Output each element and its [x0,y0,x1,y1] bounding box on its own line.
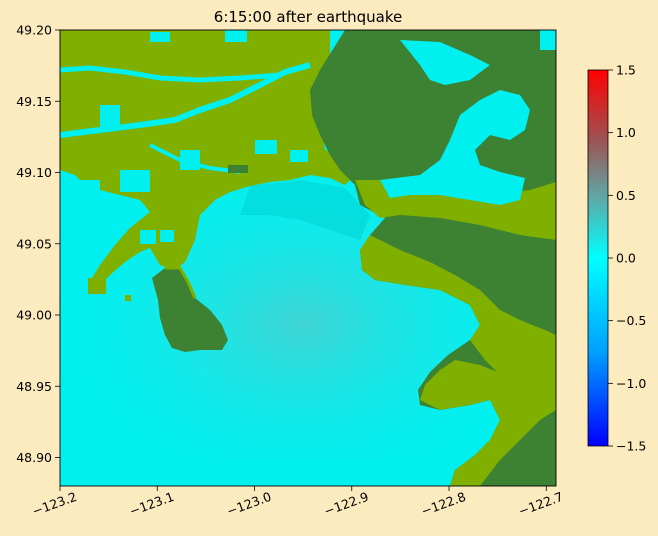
water-patch [160,230,174,242]
x-tick-label: −123.0 [225,489,274,519]
colorbar-tick-label: 1.5 [616,63,636,78]
plot-frame [59,29,557,487]
mudflat-fringe [420,360,556,486]
x-tick-label: −122.7 [516,489,565,519]
island [125,295,131,301]
water-patch [255,140,277,154]
water-patch [180,150,200,170]
y-tick-label: 49.20 [16,23,52,38]
water-patch [75,180,100,198]
bay-inlet [400,40,490,85]
nearshore-shading [240,180,370,240]
map-image [60,30,556,486]
y-tick-label: 48.95 [16,379,52,394]
y-axis: 48.90 48.95 49.00 49.05 49.10 49.15 49.20 [16,23,60,465]
water-patch [290,150,308,162]
colorbar-tick-label: −1.5 [616,439,646,454]
x-tick-label: −122.8 [419,489,468,519]
chart-title: 6:15:00 after earthquake [214,8,402,26]
northwest-lowland [60,30,355,290]
x-axis: −123.2 −123.1 −123.0 −122.9 −122.8 −122.7 [30,486,565,519]
colorbar-gradient [588,70,608,446]
colorbar-tick-label: 0.5 [616,188,636,203]
y-tick-label: 49.15 [16,94,52,109]
x-tick-label: −123.2 [30,489,79,519]
bay-inlet [380,90,530,205]
water-patch [140,230,156,244]
colorbar-tick-label: −1.0 [616,376,646,391]
x-tick-label: −123.1 [127,489,176,519]
colorbar-tick-label: −0.5 [616,313,646,328]
point-roberts-edge [165,266,197,299]
mudflat-fringe [360,235,556,400]
y-tick-label: 49.00 [16,308,52,323]
island [88,278,106,294]
y-tick-label: 49.10 [16,165,52,180]
river-channel [60,65,281,83]
water-patch [225,30,247,42]
water-patch [540,30,556,50]
point-roberts [152,268,228,352]
x-tick-label: −122.9 [322,489,371,519]
colorbar-ticks: 1.5 1.0 0.5 0.0 −0.5 −1.0 −1.5 [608,63,646,454]
water-patch [120,170,150,192]
water-patch [150,32,170,42]
water-patch [100,105,120,127]
y-tick-label: 48.90 [16,450,52,465]
y-tick-label: 49.05 [16,236,52,251]
land-patch [228,165,248,173]
colorbar-tick-label: 1.0 [616,125,636,140]
colorbar: 1.5 1.0 0.5 0.0 −0.5 −1.0 −1.5 [587,63,646,454]
colorbar-tick-label: 0.0 [616,251,636,266]
